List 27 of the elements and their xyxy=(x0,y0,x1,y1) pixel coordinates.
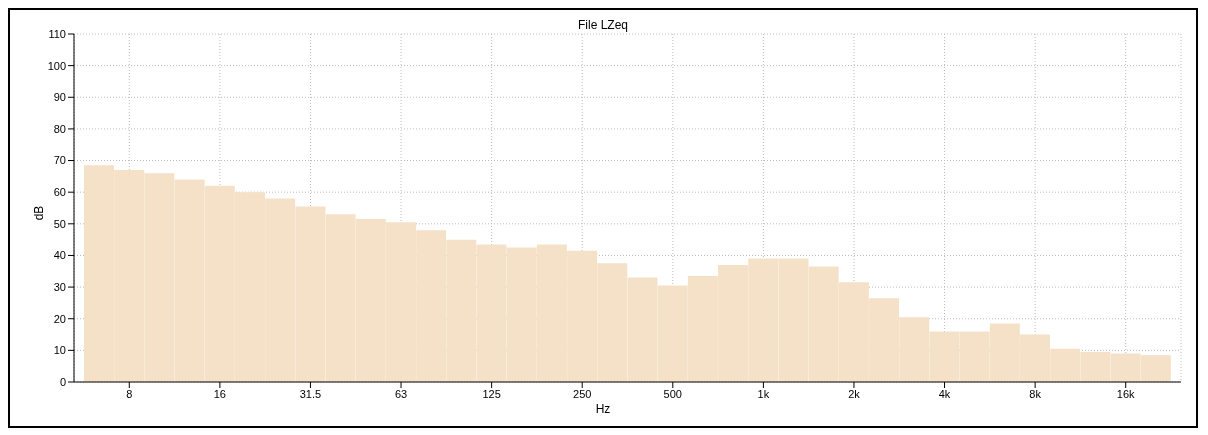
x-tick-label: 2k xyxy=(848,387,861,400)
y-tick-label: 0 xyxy=(59,375,66,388)
y-tick-label: 100 xyxy=(47,59,66,72)
y-tick-label: 60 xyxy=(53,186,66,199)
y-tick-label: 70 xyxy=(53,154,66,167)
x-tick-label: 1k xyxy=(757,387,770,400)
x-tick-label: 8 xyxy=(126,387,133,400)
x-tick-label: 500 xyxy=(663,387,682,400)
x-tick-label: 125 xyxy=(482,387,501,400)
y-tick-label: 110 xyxy=(48,27,66,40)
chart-title: File LZeq xyxy=(577,18,629,32)
x-tick-label: 8k xyxy=(1029,387,1042,400)
x-axis-title: Hz xyxy=(594,402,612,416)
x-tick-label: 16k xyxy=(1116,387,1136,400)
y-tick-label: 90 xyxy=(53,91,66,104)
y-tick-label: 20 xyxy=(53,312,66,325)
y-axis-title: dB xyxy=(32,205,47,221)
y-tick-label: 10 xyxy=(53,344,66,357)
y-tick-label: 50 xyxy=(53,217,66,230)
x-tick-label: 4k xyxy=(938,387,951,400)
x-tick-label: 16 xyxy=(213,387,226,400)
y-tick-label: 40 xyxy=(53,249,66,262)
y-tick-label: 30 xyxy=(53,281,66,293)
x-tick-label: 63 xyxy=(394,387,408,400)
x-tick-label: 250 xyxy=(573,387,592,400)
y-tick-label: 80 xyxy=(53,122,66,135)
x-tick-label: 31.5 xyxy=(299,387,322,400)
